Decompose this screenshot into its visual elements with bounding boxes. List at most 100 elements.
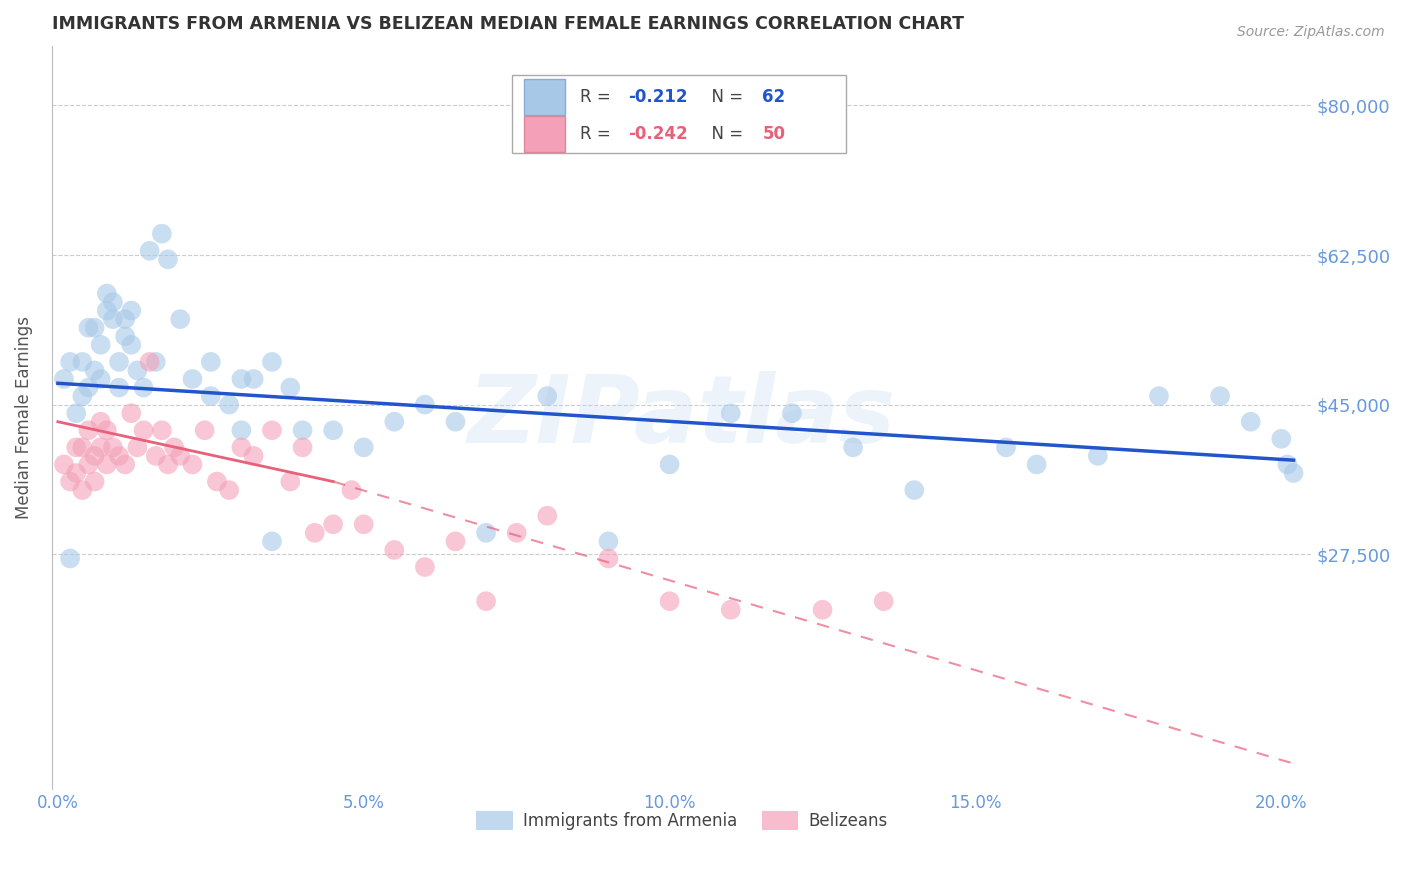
Text: -0.212: -0.212: [627, 88, 688, 106]
Point: [77, 458, 100, 472]
Point: [101, 295, 124, 310]
Point: [181, 372, 204, 386]
Point: [65, 441, 87, 455]
Point: [169, 449, 191, 463]
Point: [53, 372, 76, 386]
Point: [181, 458, 204, 472]
Point: [353, 517, 375, 532]
Point: [231, 423, 253, 437]
Point: [96, 423, 118, 437]
Point: [260, 355, 283, 369]
Point: [340, 483, 363, 497]
Point: [382, 542, 405, 557]
Point: [145, 355, 167, 369]
Point: [1282, 466, 1305, 480]
FancyBboxPatch shape: [524, 79, 565, 115]
Point: [598, 534, 620, 549]
Point: [1147, 389, 1170, 403]
Point: [120, 303, 142, 318]
Point: [163, 441, 186, 455]
Point: [77, 380, 100, 394]
Point: [218, 398, 240, 412]
FancyBboxPatch shape: [512, 76, 845, 153]
Point: [65, 406, 87, 420]
Point: [114, 312, 136, 326]
Point: [658, 458, 681, 472]
Point: [658, 594, 681, 608]
Text: IMMIGRANTS FROM ARMENIA VS BELIZEAN MEDIAN FEMALE EARNINGS CORRELATION CHART: IMMIGRANTS FROM ARMENIA VS BELIZEAN MEDI…: [52, 15, 963, 33]
Text: R =: R =: [579, 125, 616, 143]
Point: [1240, 415, 1263, 429]
Point: [114, 458, 136, 472]
Point: [291, 423, 314, 437]
Point: [842, 441, 865, 455]
Point: [1087, 449, 1109, 463]
Point: [156, 458, 179, 472]
Point: [132, 423, 155, 437]
Point: [59, 475, 82, 489]
Legend: Immigrants from Armenia, Belizeans: Immigrants from Armenia, Belizeans: [470, 804, 894, 837]
Point: [536, 508, 558, 523]
Point: [811, 603, 834, 617]
Point: [505, 525, 527, 540]
Point: [200, 389, 222, 403]
Point: [145, 449, 167, 463]
Point: [83, 475, 105, 489]
Point: [72, 441, 94, 455]
Point: [77, 320, 100, 334]
Text: R =: R =: [579, 88, 616, 106]
Point: [96, 286, 118, 301]
Point: [138, 355, 160, 369]
Point: [156, 252, 179, 267]
Point: [150, 423, 173, 437]
Point: [903, 483, 925, 497]
Point: [90, 441, 112, 455]
Point: [72, 389, 94, 403]
Point: [444, 534, 467, 549]
Point: [598, 551, 620, 566]
Point: [127, 363, 149, 377]
Point: [101, 441, 124, 455]
Point: [120, 406, 142, 420]
Point: [242, 372, 264, 386]
Point: [72, 355, 94, 369]
Point: [231, 441, 253, 455]
Point: [77, 423, 100, 437]
Text: -0.242: -0.242: [627, 125, 688, 143]
Point: [108, 449, 131, 463]
Text: N =: N =: [700, 125, 748, 143]
Point: [120, 338, 142, 352]
Point: [132, 380, 155, 394]
Point: [382, 415, 405, 429]
FancyBboxPatch shape: [524, 116, 565, 152]
Text: Source: ZipAtlas.com: Source: ZipAtlas.com: [1237, 25, 1385, 39]
Point: [127, 441, 149, 455]
Point: [322, 517, 344, 532]
Point: [108, 355, 131, 369]
Point: [1025, 458, 1047, 472]
Point: [59, 355, 82, 369]
Text: 62: 62: [762, 88, 786, 106]
Point: [83, 449, 105, 463]
Point: [1209, 389, 1232, 403]
Point: [59, 551, 82, 566]
Y-axis label: Median Female Earnings: Median Female Earnings: [15, 316, 32, 519]
Point: [873, 594, 896, 608]
Point: [475, 594, 498, 608]
Point: [720, 406, 742, 420]
Point: [260, 534, 283, 549]
Text: N =: N =: [700, 88, 748, 106]
Point: [291, 441, 314, 455]
Point: [995, 441, 1018, 455]
Point: [114, 329, 136, 343]
Point: [231, 372, 253, 386]
Point: [96, 303, 118, 318]
Point: [150, 227, 173, 241]
Point: [260, 423, 283, 437]
Point: [322, 423, 344, 437]
Point: [96, 458, 118, 472]
Point: [353, 441, 375, 455]
Point: [53, 458, 76, 472]
Point: [83, 320, 105, 334]
Point: [1277, 458, 1299, 472]
